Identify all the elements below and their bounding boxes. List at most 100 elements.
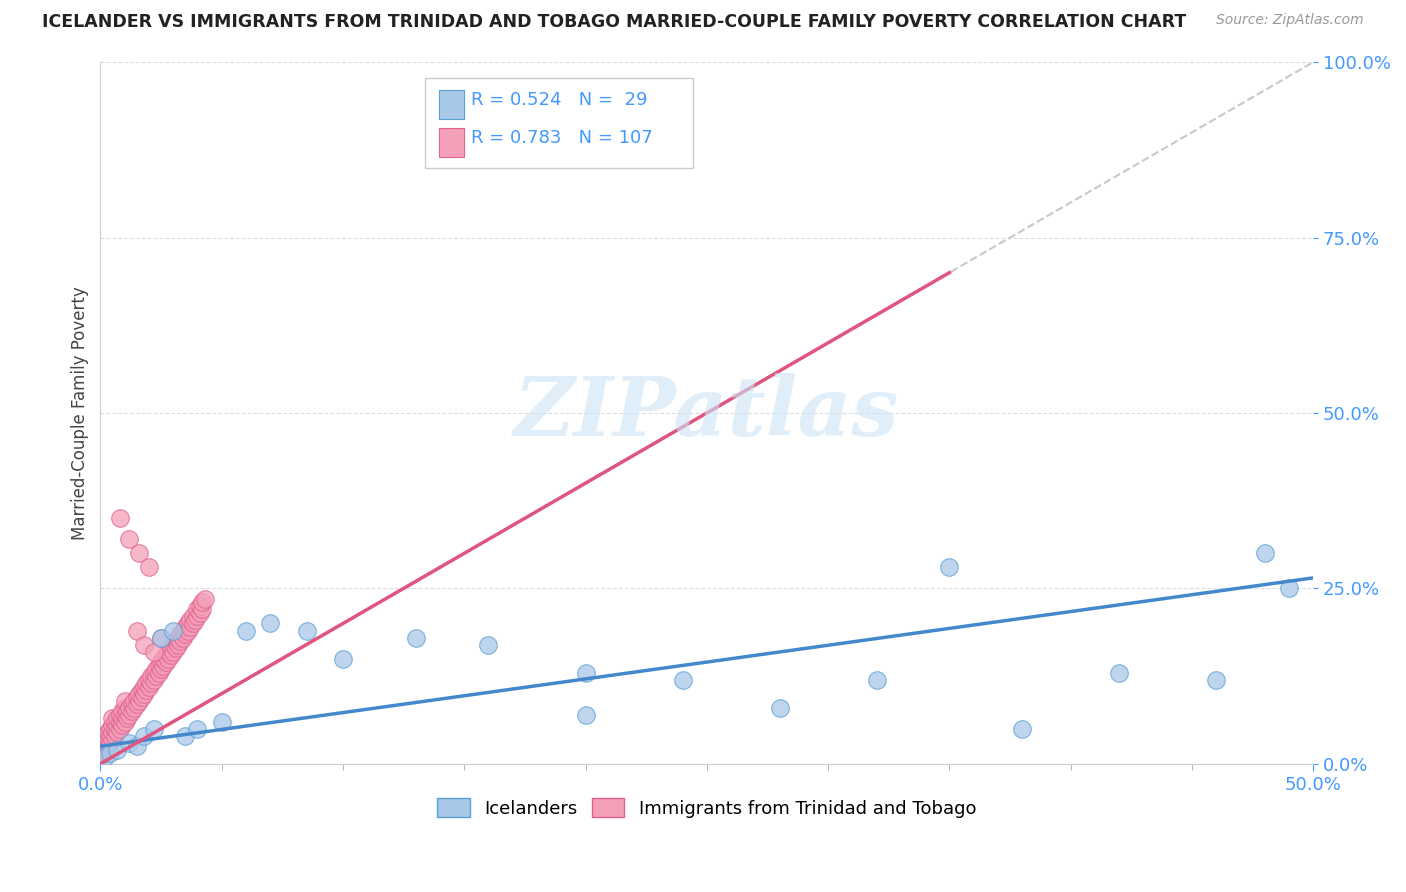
Point	[155, 655, 177, 669]
Point	[132, 638, 155, 652]
Point	[162, 644, 184, 658]
Point	[142, 673, 165, 687]
Point	[148, 665, 170, 680]
Point	[138, 560, 160, 574]
Point	[1278, 582, 1301, 596]
Point	[176, 616, 198, 631]
Point	[138, 680, 160, 694]
Point	[89, 743, 111, 757]
Point	[1108, 665, 1130, 680]
Point	[211, 714, 233, 729]
Point	[1205, 673, 1227, 687]
Point	[98, 722, 121, 736]
Point	[865, 673, 887, 687]
Point	[118, 736, 141, 750]
Point	[150, 631, 173, 645]
Point	[1011, 722, 1033, 736]
Point	[97, 732, 120, 747]
Point	[155, 648, 177, 662]
Point	[108, 511, 131, 525]
Point	[128, 687, 150, 701]
Point	[194, 591, 217, 606]
Point	[118, 533, 141, 547]
Point	[94, 749, 117, 764]
Point	[332, 651, 354, 665]
Point	[132, 680, 155, 694]
Point	[105, 711, 128, 725]
Point	[104, 714, 127, 729]
Point	[169, 627, 191, 641]
Point	[98, 736, 121, 750]
Text: Source: ZipAtlas.com: Source: ZipAtlas.com	[1216, 13, 1364, 28]
Point	[115, 711, 138, 725]
Point	[131, 683, 153, 698]
Point	[142, 722, 165, 736]
Point	[91, 739, 114, 754]
Point	[118, 707, 141, 722]
Point	[181, 609, 204, 624]
Point	[938, 560, 960, 574]
Text: ICELANDER VS IMMIGRANTS FROM TRINIDAD AND TOBAGO MARRIED-COUPLE FAMILY POVERTY C: ICELANDER VS IMMIGRANTS FROM TRINIDAD AN…	[42, 13, 1187, 31]
Point	[135, 683, 157, 698]
Point	[259, 616, 281, 631]
Point	[191, 602, 214, 616]
Point	[89, 736, 111, 750]
Point	[114, 700, 136, 714]
Point	[574, 707, 596, 722]
Point	[150, 631, 173, 645]
Point	[172, 624, 194, 638]
Point	[97, 725, 120, 739]
Point	[172, 631, 194, 645]
Point	[111, 711, 134, 725]
Point	[295, 624, 318, 638]
Point	[105, 725, 128, 739]
Point	[101, 718, 124, 732]
Point	[152, 658, 174, 673]
Point	[235, 624, 257, 638]
Point	[186, 609, 208, 624]
Point	[167, 638, 190, 652]
Point	[124, 700, 146, 714]
Point	[148, 658, 170, 673]
Point	[108, 722, 131, 736]
Point	[114, 707, 136, 722]
Point	[125, 690, 148, 705]
Point	[191, 595, 214, 609]
Point	[125, 739, 148, 754]
Point	[105, 743, 128, 757]
Point	[97, 739, 120, 754]
Point	[671, 673, 693, 687]
Point	[186, 722, 208, 736]
Point	[128, 546, 150, 560]
Point	[115, 704, 138, 718]
Point	[179, 613, 201, 627]
Point	[477, 638, 499, 652]
Point	[142, 665, 165, 680]
Text: ZIPatlas: ZIPatlas	[515, 373, 900, 453]
Point	[124, 694, 146, 708]
Point	[184, 613, 207, 627]
Point	[132, 729, 155, 743]
Point	[165, 641, 187, 656]
Point	[768, 700, 790, 714]
Point	[108, 714, 131, 729]
Point	[111, 704, 134, 718]
Point	[111, 718, 134, 732]
Point	[141, 676, 163, 690]
Point	[101, 711, 124, 725]
Point	[181, 616, 204, 631]
Legend: Icelanders, Immigrants from Trinidad and Tobago: Icelanders, Immigrants from Trinidad and…	[430, 791, 984, 825]
Point	[152, 651, 174, 665]
Point	[150, 655, 173, 669]
Point	[145, 669, 167, 683]
Text: R = 0.783   N = 107: R = 0.783 N = 107	[471, 129, 652, 147]
Point	[98, 729, 121, 743]
Point	[574, 665, 596, 680]
Point	[159, 641, 181, 656]
Point	[121, 704, 143, 718]
Point	[128, 694, 150, 708]
Point	[162, 624, 184, 638]
Point	[104, 729, 127, 743]
Point	[188, 606, 211, 620]
Point	[104, 722, 127, 736]
